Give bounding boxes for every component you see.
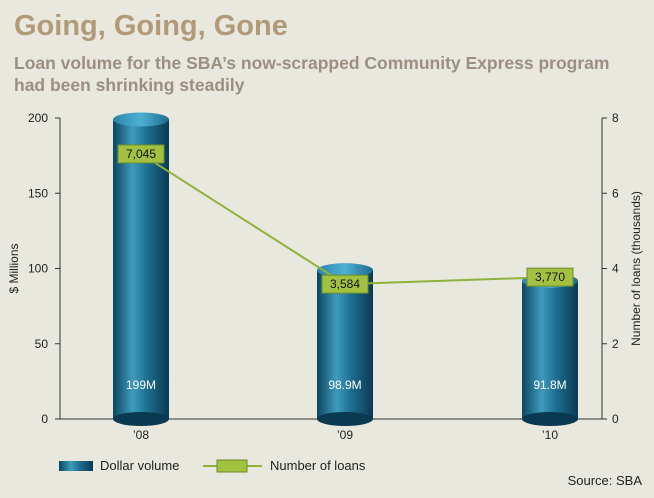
right-axis-title: Number of loans (thousands) [629,191,643,346]
loans-point-label: 3,584 [330,277,360,291]
chart-subtitle: Loan volume for the SBA’s now-scrapped C… [14,53,610,95]
bar-value-label: 91.8M [533,378,566,392]
loans-point-label: 3,770 [535,270,565,284]
bar-value-label: 98.9M [328,378,361,392]
bar [317,270,373,419]
right-tick-label: 8 [612,111,619,125]
bar-base [113,412,169,426]
left-tick-label: 150 [28,186,48,200]
bar-top [317,263,373,278]
bar-base [317,412,373,426]
bar [522,280,578,419]
left-tick-label: 0 [41,412,48,426]
right-tick-label: 0 [612,412,619,426]
loans-point-label-box [321,274,369,294]
right-tick-label: 2 [612,337,619,351]
x-tick-label: ’08 [133,428,149,442]
bar-value-label: 199M [126,378,156,392]
bar-top [113,112,169,127]
right-tick-label: 4 [612,262,619,276]
source-note: Source: SBA [567,473,642,488]
loans-point-label-box [117,144,165,164]
legend-label-bars: Dollar volume [100,458,179,473]
bar-base [522,412,578,426]
left-tick-label: 100 [28,262,48,276]
chart-title: Going, Going, Gone [14,10,288,42]
right-tick-label: 6 [612,186,619,200]
loans-point-label: 7,045 [126,147,156,161]
x-tick-label: ’10 [542,428,558,442]
left-tick-label: 50 [35,337,49,351]
legend-swatch-line [216,459,248,473]
left-axis-title: $ Millions [7,243,21,293]
legend-label-line: Number of loans [270,458,366,473]
legend-swatch-bars [59,461,93,471]
bar [113,119,169,419]
left-tick-label: 200 [28,111,48,125]
loans-point-label-box [526,267,574,287]
x-tick-label: ’09 [337,428,353,442]
